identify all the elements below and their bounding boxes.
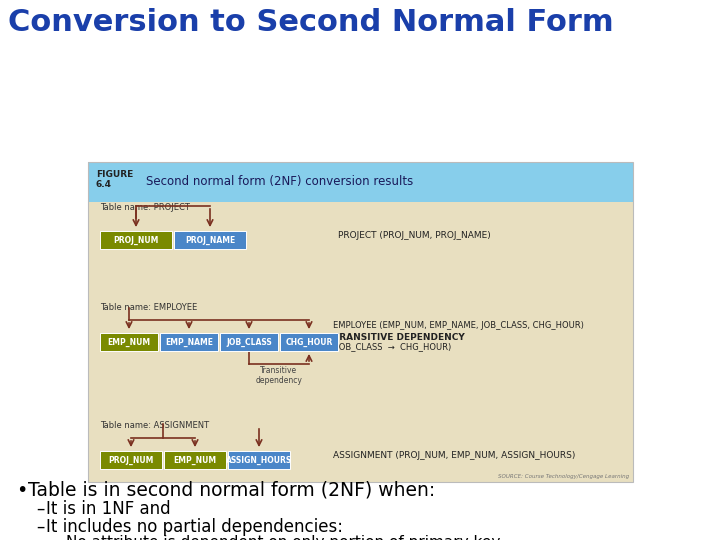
Bar bbox=[100, 231, 172, 249]
Text: EMPLOYEE (EMP_NUM, EMP_NAME, JOB_CLASS, CHG_HOUR): EMPLOYEE (EMP_NUM, EMP_NAME, JOB_CLASS, … bbox=[333, 321, 584, 330]
Bar bbox=[220, 333, 278, 351]
Text: Second normal form (2NF) conversion results: Second normal form (2NF) conversion resu… bbox=[146, 176, 413, 188]
Bar bbox=[88, 162, 633, 482]
Text: •: • bbox=[16, 481, 27, 500]
Text: •: • bbox=[56, 536, 64, 540]
Text: PROJ_NUM: PROJ_NUM bbox=[113, 235, 158, 245]
Bar bbox=[160, 333, 218, 351]
Text: PROJ_NAME: PROJ_NAME bbox=[185, 235, 235, 245]
Text: Table is in second normal form (2NF) when:: Table is in second normal form (2NF) whe… bbox=[28, 481, 436, 500]
Text: FIGURE: FIGURE bbox=[96, 170, 133, 179]
Bar bbox=[164, 451, 226, 469]
Text: It includes no partial dependencies:: It includes no partial dependencies: bbox=[46, 518, 343, 536]
Bar bbox=[88, 162, 633, 202]
Text: PROJECT (PROJ_NUM, PROJ_NAME): PROJECT (PROJ_NUM, PROJ_NAME) bbox=[338, 231, 491, 240]
Text: PROJ_NUM: PROJ_NUM bbox=[108, 455, 153, 464]
Text: (JOB_CLASS  →  CHG_HOUR): (JOB_CLASS → CHG_HOUR) bbox=[333, 343, 451, 353]
Text: Table name: ASSIGNMENT: Table name: ASSIGNMENT bbox=[100, 421, 209, 430]
Bar bbox=[174, 231, 246, 249]
Text: EMP_NUM: EMP_NUM bbox=[174, 455, 217, 464]
Text: ASSIGNMENT (PROJ_NUM, EMP_NUM, ASSIGN_HOURS): ASSIGNMENT (PROJ_NUM, EMP_NUM, ASSIGN_HO… bbox=[333, 450, 575, 460]
Text: EMP_NAME: EMP_NAME bbox=[165, 338, 213, 347]
Text: Transitive
dependency: Transitive dependency bbox=[256, 366, 302, 386]
Bar bbox=[100, 333, 158, 351]
Text: SOURCE: Course Technology/Cengage Learning: SOURCE: Course Technology/Cengage Learni… bbox=[498, 474, 629, 479]
Text: Table name: PROJECT: Table name: PROJECT bbox=[100, 203, 190, 212]
Text: JOB_CLASS: JOB_CLASS bbox=[226, 338, 272, 347]
Text: It is in 1NF and: It is in 1NF and bbox=[46, 500, 171, 518]
Bar bbox=[280, 333, 338, 351]
Text: TRANSITIVE DEPENDENCY: TRANSITIVE DEPENDENCY bbox=[333, 334, 464, 342]
Text: 6.4: 6.4 bbox=[96, 180, 112, 189]
Text: CHG_HOUR: CHG_HOUR bbox=[285, 338, 333, 347]
Text: –: – bbox=[36, 518, 45, 536]
Text: –: – bbox=[36, 500, 45, 518]
Text: No attribute is dependent on only portion of primary key: No attribute is dependent on only portio… bbox=[66, 536, 500, 540]
Text: ASSIGN_HOURS: ASSIGN_HOURS bbox=[226, 455, 292, 464]
Bar bbox=[228, 451, 290, 469]
Bar bbox=[100, 451, 162, 469]
Text: EMP_NUM: EMP_NUM bbox=[107, 338, 150, 347]
Bar bbox=[88, 202, 633, 482]
Text: Conversion to Second Normal Form: Conversion to Second Normal Form bbox=[8, 8, 613, 37]
Text: Table name: EMPLOYEE: Table name: EMPLOYEE bbox=[100, 303, 197, 312]
